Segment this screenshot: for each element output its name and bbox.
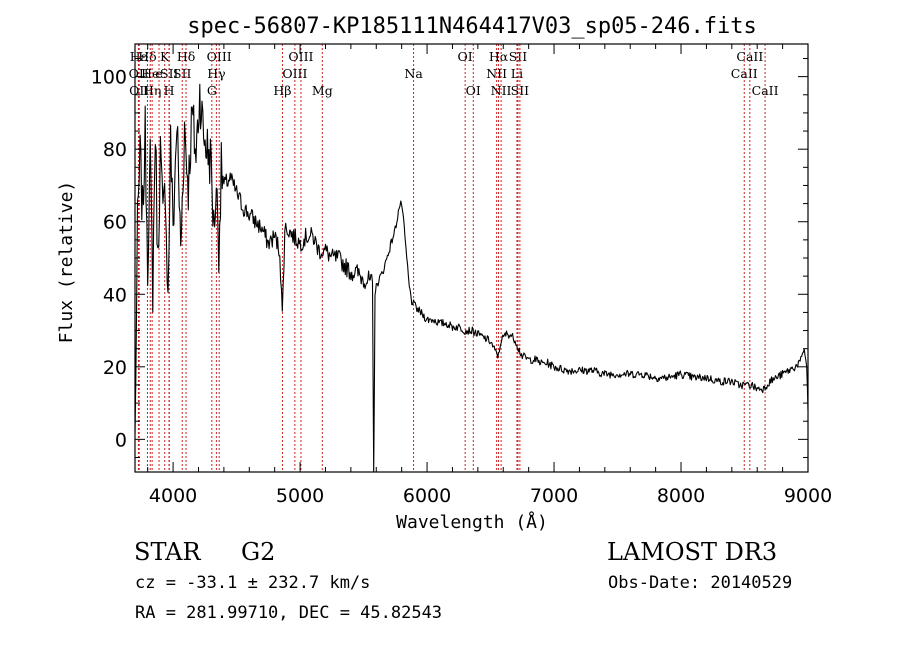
x-tick-label-1: 5000 [276,485,324,507]
line-label-28: CaII [731,66,758,81]
x-axis: 4000 5000 6000 7000 8000 9000 [147,44,832,507]
line-label-19: Na [404,66,423,81]
spectrum-chart: spec-56807-KP185111N464417V03_sp05-246.f… [56,14,832,533]
y-axis: 0 20 40 60 80 100 [91,58,808,458]
y-tick-label-4: 80 [103,139,127,161]
object-class: STAR [134,538,201,566]
line-label-22: NII [486,66,507,81]
y-tick-label-5: 100 [91,67,127,89]
line-label-12: OIII [207,49,232,64]
line-label-2: OII [129,83,149,98]
line-label-7: e [155,66,162,81]
x-tick-label-3: 7000 [530,485,578,507]
line-label-4: He [141,66,159,81]
x-tick-label-5: 9000 [784,485,832,507]
plot-frame [134,43,809,473]
survey-name: LAMOST DR3 [607,538,778,566]
line-label-20: OI [458,49,473,64]
line-label-6: K [160,49,170,64]
line-label-21: OI [466,83,481,98]
line-label-23: Hα [489,49,509,64]
y-tick-label-1: 20 [103,357,127,379]
line-label-5: Hη [143,83,161,98]
line-label-13: Hγ [207,66,225,81]
x-tick-label-0: 4000 [149,485,197,507]
line-label-3: Hδ [138,49,156,64]
y-tick-label-0: 0 [115,429,127,451]
x-tick-label-4: 8000 [657,485,705,507]
line-label-16: OIII [282,66,307,81]
coordinates-readout: RA = 281.99710, DEC = 45.82543 [135,603,443,623]
line-label-18: Mg [312,83,333,98]
line-label-26: SII [509,49,528,64]
line-label-15: Hβ [273,83,291,98]
line-label-25: Li [511,66,523,81]
line-label-27: SII [511,83,530,98]
line-label-29: CaII [736,49,763,64]
x-axis-label: Wavelength (Å) [396,511,548,533]
observation-date: Obs-Date: 20140529 [608,573,793,593]
redshift-readout: cz = -33.1 ± 232.7 km/s [135,573,371,593]
y-axis-label: Flux (relative) [56,181,77,344]
spectral-line-markers: HεOIIOIIHδHeHηKeSIIHHδSIIOIIIHγGHβOIIIOI… [129,44,779,472]
line-label-10: Hδ [177,49,195,64]
line-label-9: H [164,83,175,98]
line-label-24: NII [491,83,512,98]
object-subclass: G2 [241,538,276,566]
y-tick-label-3: 60 [103,212,127,234]
x-tick-label-2: 6000 [403,485,451,507]
chart-title: spec-56807-KP185111N464417V03_sp05-246.f… [187,14,757,39]
y-tick-label-2: 40 [103,284,127,306]
line-label-14: G [207,83,217,98]
line-label-30: CaII [752,83,779,98]
line-label-11: SII [173,66,192,81]
line-label-17: OIII [288,49,313,64]
spectrum-series-line [134,83,809,473]
